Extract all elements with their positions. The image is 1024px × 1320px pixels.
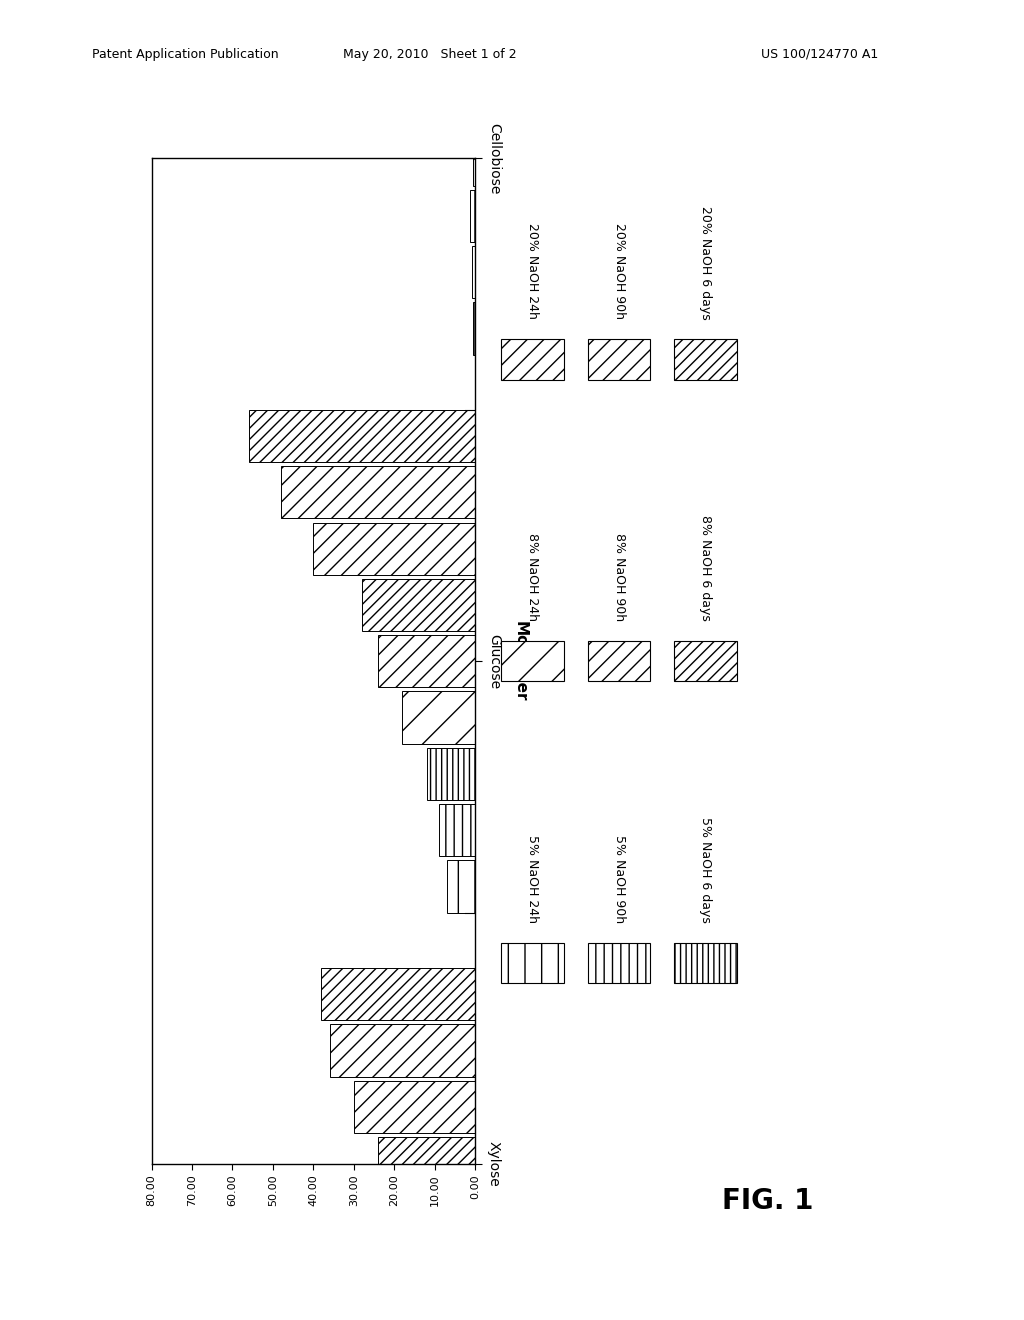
Text: 20% NaOH 24h: 20% NaOH 24h [526, 223, 539, 319]
Bar [473, 302, 475, 355]
FancyBboxPatch shape [501, 942, 563, 983]
FancyBboxPatch shape [588, 339, 650, 380]
FancyBboxPatch shape [675, 642, 737, 681]
Bar [378, 635, 475, 688]
Bar [472, 246, 475, 298]
Text: 5% NaOH 24h: 5% NaOH 24h [526, 834, 539, 923]
Text: 8% NaOH 6 days: 8% NaOH 6 days [699, 515, 712, 622]
Text: 8% NaOH 90h: 8% NaOH 90h [612, 533, 626, 622]
Bar [461, 0, 475, 17]
FancyBboxPatch shape [501, 339, 563, 380]
Text: 20% NaOH 6 days: 20% NaOH 6 days [699, 206, 712, 319]
Bar [313, 523, 475, 574]
Bar [427, 748, 475, 800]
Text: 8% NaOH 24h: 8% NaOH 24h [526, 533, 539, 622]
Text: Monomer: Monomer [513, 622, 528, 701]
Bar [446, 861, 475, 913]
Text: FIG. 1: FIG. 1 [722, 1187, 814, 1216]
Bar [386, 1193, 475, 1246]
Bar [378, 1137, 475, 1189]
Text: 5% NaOH 6 days: 5% NaOH 6 days [699, 817, 712, 923]
Bar [281, 466, 475, 519]
Bar [354, 1081, 475, 1133]
Bar [471, 77, 475, 129]
Bar [473, 133, 475, 186]
Bar [249, 411, 475, 462]
Bar [402, 1250, 475, 1302]
Text: May 20, 2010   Sheet 1 of 2: May 20, 2010 Sheet 1 of 2 [343, 48, 517, 61]
FancyBboxPatch shape [675, 942, 737, 983]
FancyBboxPatch shape [588, 642, 650, 681]
Bar [330, 1024, 475, 1077]
Bar [322, 968, 475, 1020]
Bar [402, 692, 475, 743]
Text: 5% NaOH 90h: 5% NaOH 90h [612, 834, 626, 923]
Bar [438, 804, 475, 857]
Bar [470, 190, 475, 242]
Bar [361, 579, 475, 631]
Text: Patent Application Publication: Patent Application Publication [92, 48, 279, 61]
FancyBboxPatch shape [675, 339, 737, 380]
FancyBboxPatch shape [501, 642, 563, 681]
Text: US 100/124770 A1: US 100/124770 A1 [761, 48, 878, 61]
Bar [469, 21, 475, 73]
Text: 20% NaOH 90h: 20% NaOH 90h [612, 223, 626, 319]
Bar [455, 1305, 475, 1320]
FancyBboxPatch shape [588, 942, 650, 983]
